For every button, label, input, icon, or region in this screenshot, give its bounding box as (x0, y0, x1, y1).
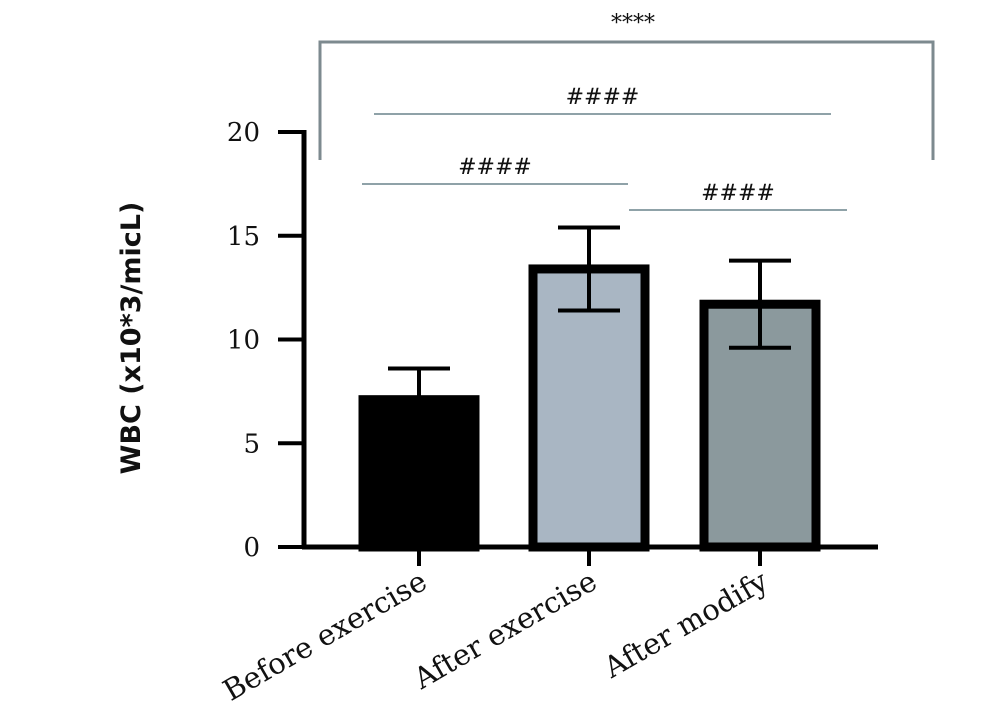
bar-0 (358, 395, 480, 552)
y-tick-label-3: 15 (227, 222, 260, 252)
x-category-label-0: Before exercise (217, 564, 432, 708)
significance-label-3: **** (611, 11, 655, 36)
x-category-label-1: After exercise (407, 564, 603, 697)
significance-label-1: #### (701, 181, 775, 206)
y-tick-label-1: 5 (243, 429, 260, 459)
significance-label-0: #### (458, 155, 532, 180)
y-tick-label-2: 10 (227, 326, 260, 356)
y-tick-label-4: 20 (227, 118, 260, 148)
x-category-label-2: After modify (597, 563, 774, 685)
significance-bracket-3 (318, 40, 935, 160)
significance-label-2: #### (566, 85, 640, 110)
y-axis-label: WBC (x10*3/micL) (116, 202, 147, 475)
y-tick-label-0: 0 (243, 533, 260, 563)
